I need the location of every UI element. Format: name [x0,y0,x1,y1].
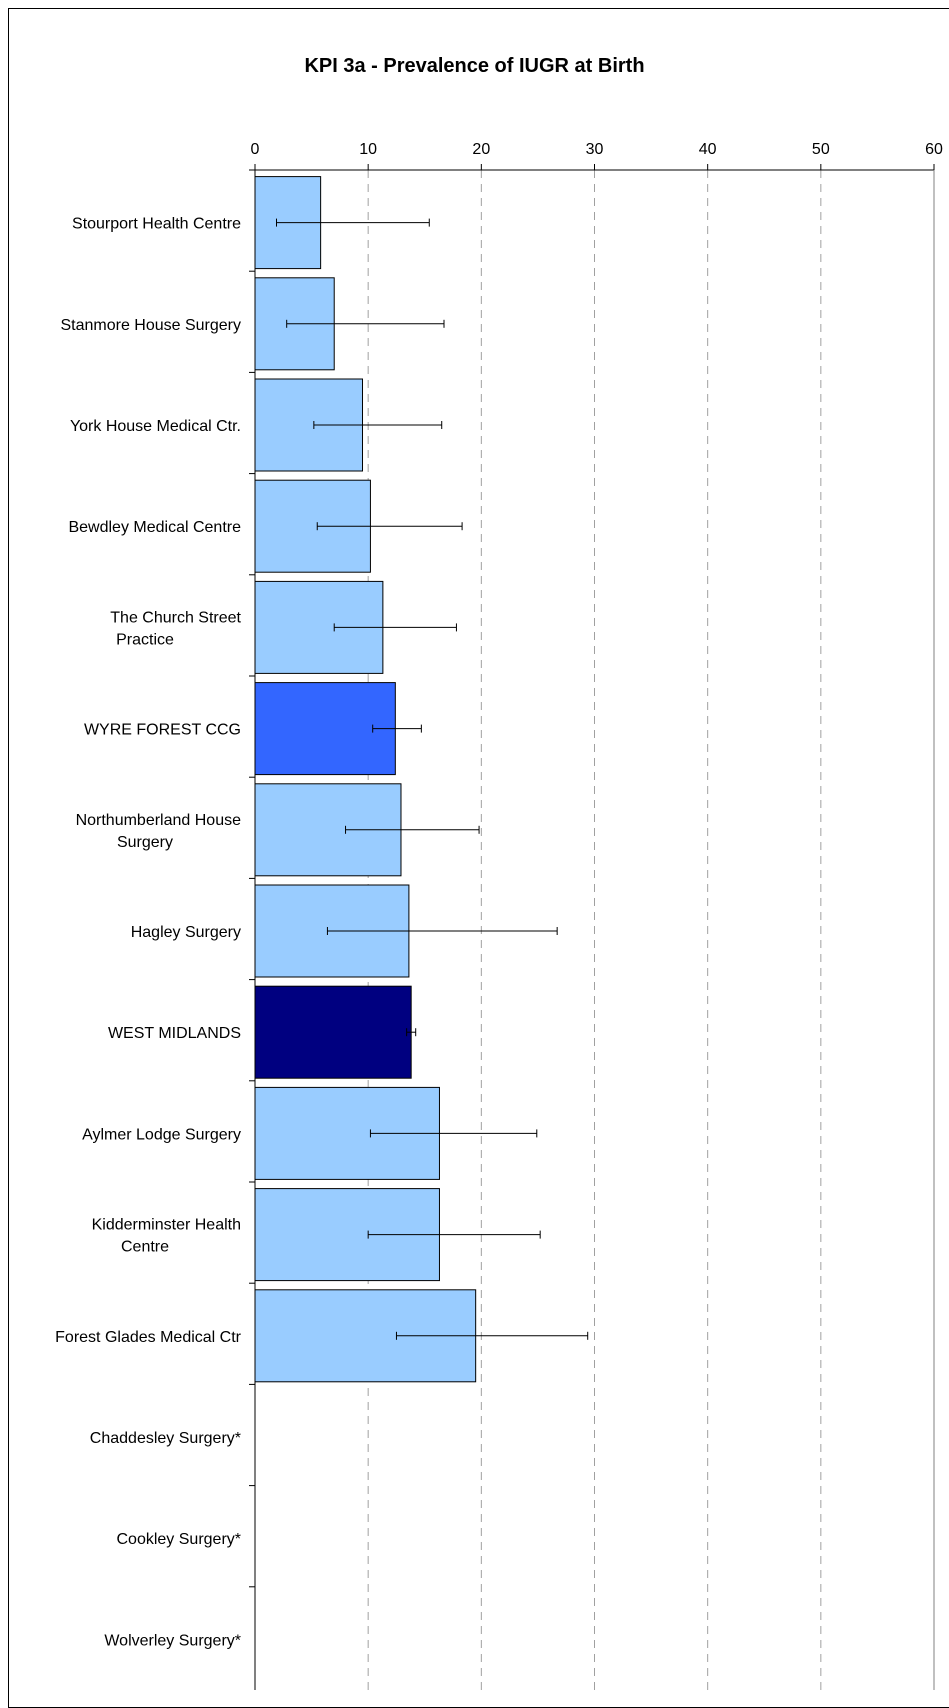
category-label-6-line-0: Northumberland House [76,812,242,829]
bars [254,176,477,1383]
category-label-3: Bewdley Medical Centre [68,519,241,536]
category-label-14: Wolverley Surgery* [104,1632,241,1649]
category-label-6-line-1: Surgery [117,834,173,851]
x-tick-label-40: 40 [699,141,717,158]
x-tick-label-30: 30 [586,141,604,158]
x-tick-label-50: 50 [812,141,830,158]
axes [249,164,935,1690]
x-tick-label-10: 10 [359,141,377,158]
category-label-12: Chaddesley Surgery* [90,1430,241,1447]
category-label-10-line-1: Centre [121,1239,169,1256]
error-bars [276,218,589,1340]
category-label-13: Cookley Surgery* [117,1531,242,1548]
category-label-8: WEST MIDLANDS [108,1025,241,1042]
category-labels: Stourport Health Centre Stanmore House Su… [55,216,242,1650]
category-label-4-line-1: Practice [116,631,174,648]
x-tick-labels: 0 10 20 30 40 50 60 [251,141,943,158]
bar-8 [254,985,412,1079]
category-label-7: Hagley Surgery [131,924,241,941]
x-tick-label-0: 0 [251,141,260,158]
category-label-9: Aylmer Lodge Surgery [82,1126,241,1143]
grid-lines [367,170,935,1690]
category-label-10-line-0: Kidderminster Health [92,1217,241,1234]
category-label-4-line-0: The Church Street [110,609,241,626]
bar-9 [254,1086,440,1180]
category-label-1: Stanmore House Surgery [60,317,241,334]
x-tick-label-20: 20 [472,141,490,158]
category-label-5: WYRE FOREST CCG [84,722,241,739]
chart-title: KPI 3a - Prevalence of IUGR at Birth [304,55,645,77]
category-label-11: Forest Glades Medical Ctr [55,1329,242,1346]
category-label-2: York House Medical Ctr. [70,418,241,435]
x-tick-label-60: 60 [925,141,943,158]
category-label-0: Stourport Health Centre [72,216,241,233]
chart-frame [8,8,949,1708]
